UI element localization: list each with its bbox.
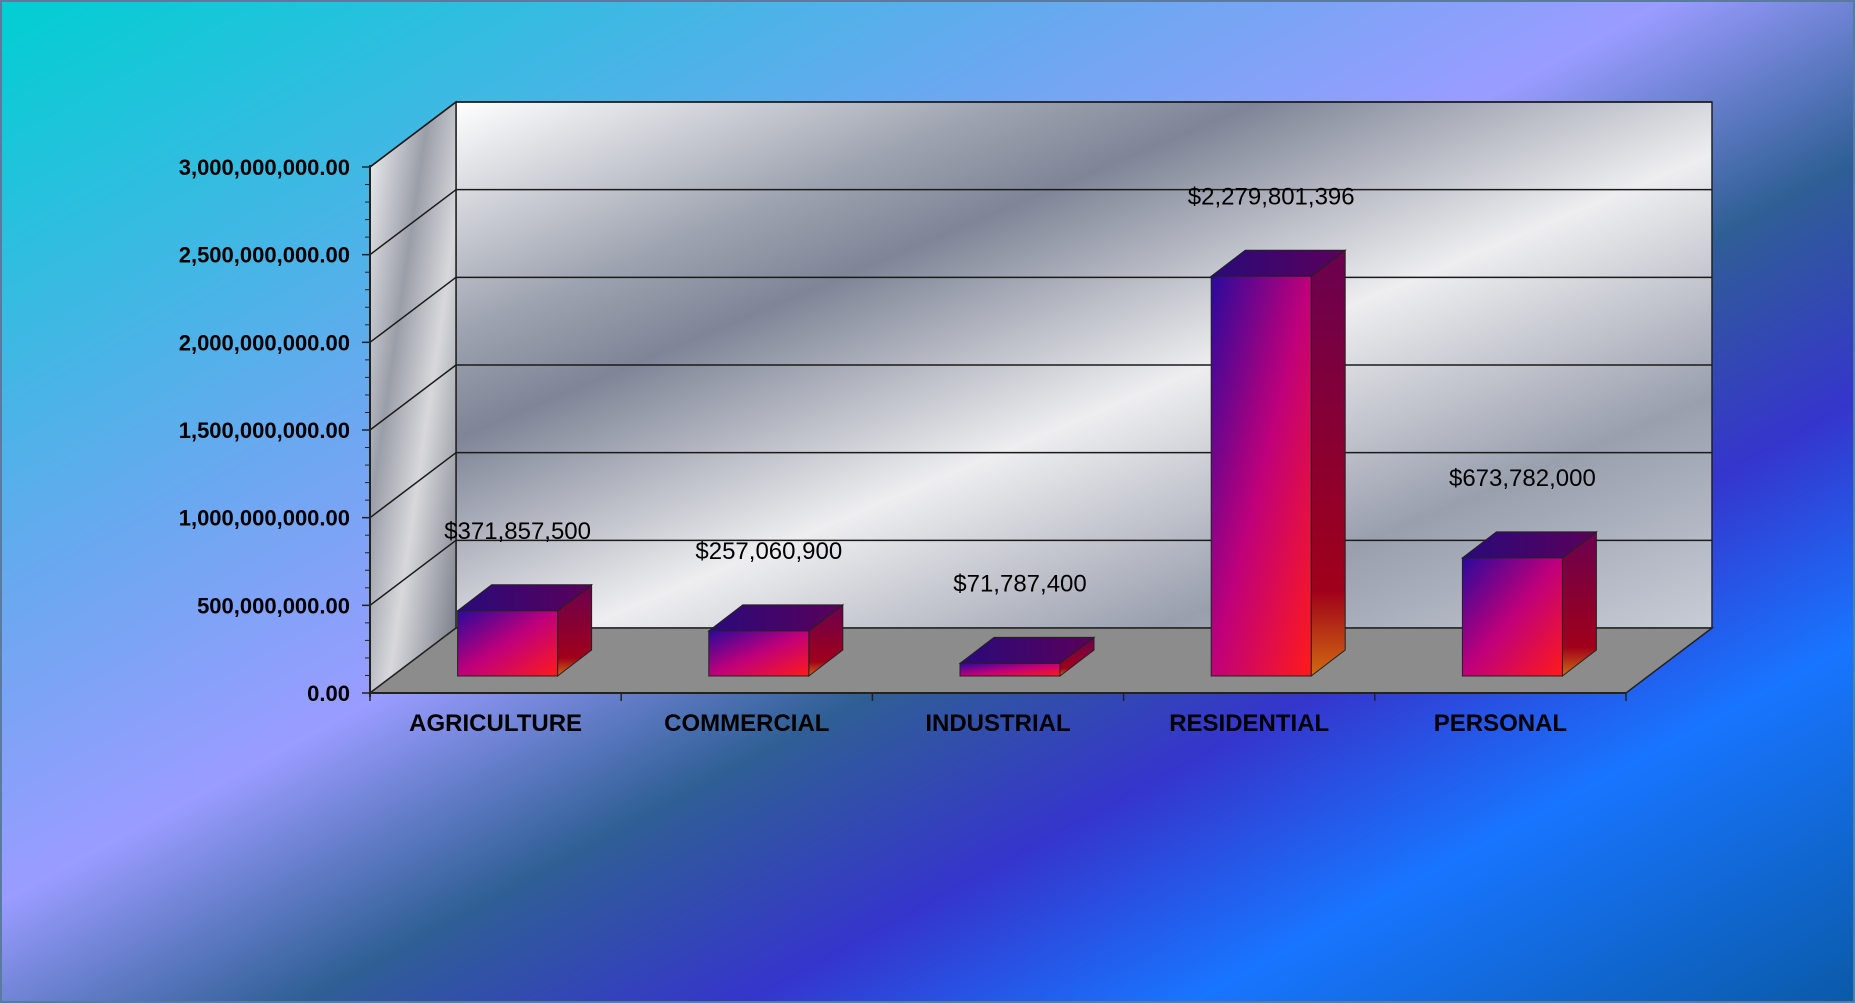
bar-personal	[1460, 530, 1598, 678]
bar-front	[959, 662, 1061, 677]
bars	[456, 249, 1598, 678]
bar-industrial	[958, 636, 1096, 678]
data-label-agriculture: $371,857,500	[444, 518, 591, 545]
bar-residential	[1209, 249, 1347, 678]
x-tick-label-residential: RESIDENTIAL	[1169, 710, 1329, 737]
bar-commercial	[707, 603, 845, 678]
x-axis-tick-labels: AGRICULTURE COMMERCIAL INDUSTRIAL RESIDENTI…	[409, 710, 1567, 737]
gridline-side	[369, 364, 457, 431]
gridline-side	[369, 452, 457, 519]
y-tick-label: 500,000,000.00	[197, 593, 350, 618]
data-label-industrial: $71,787,400	[953, 570, 1086, 597]
data-label-residential: $2,279,801,396	[1188, 183, 1355, 210]
gridline-side	[369, 276, 457, 343]
x-tick-label-personal: PERSONAL	[1434, 710, 1567, 737]
bar-front	[1461, 557, 1563, 677]
y-tick-label: 3,000,000,000.00	[179, 155, 350, 180]
bar-agriculture	[456, 583, 594, 678]
x-tick-label-commercial: COMMERCIAL	[664, 710, 829, 737]
bar-side	[1310, 249, 1346, 678]
y-tick-label: 1,500,000,000.00	[179, 418, 350, 443]
y-tick-label: 2,000,000,000.00	[179, 330, 350, 355]
y-axis-tick-labels: 0.00 500,000,000.00 1,000,000,000.00 1,500,…	[179, 155, 350, 706]
y-tick-label: 0.00	[307, 681, 350, 706]
data-label-personal: $673,782,000	[1449, 465, 1596, 492]
x-tick-label-industrial: INDUSTRIAL	[925, 710, 1070, 737]
gridline-side	[369, 189, 457, 256]
axes	[362, 165, 1627, 701]
x-tick-label-agriculture: AGRICULTURE	[409, 710, 582, 737]
bar-front	[708, 630, 810, 677]
data-label-commercial: $257,060,900	[695, 538, 842, 565]
data-labels: $371,857,500 $257,060,900 $71,787,400 $2,27…	[444, 183, 1596, 597]
y-tick-label: 2,500,000,000.00	[179, 243, 350, 268]
gridline-side	[369, 539, 457, 606]
bar-front	[1210, 275, 1312, 677]
y-tick-label: 1,000,000,000.00	[179, 506, 350, 531]
gridline-side	[369, 101, 457, 168]
bar-front	[457, 610, 559, 677]
